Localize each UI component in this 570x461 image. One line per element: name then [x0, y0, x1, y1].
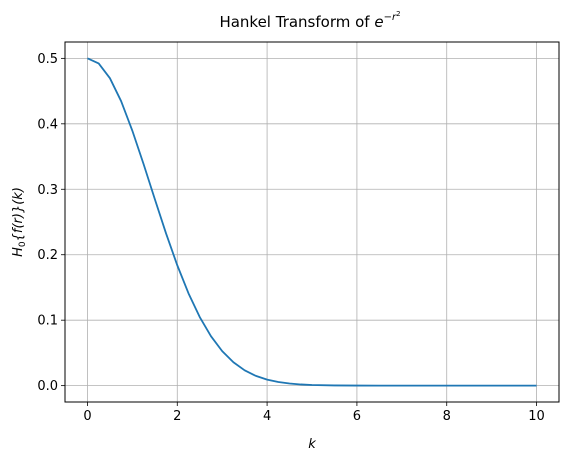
series-line: [87, 57, 537, 387]
x-tick-label: 0: [83, 409, 91, 424]
y-tick-label: 0.0: [37, 379, 58, 394]
y-tick-label: 0.4: [37, 117, 58, 132]
y-axis-label-rest: {f(r)}(k): [11, 187, 26, 241]
y-tick-label: 0.1: [37, 314, 58, 329]
chart-title-math-exponent-power: 2: [396, 10, 400, 18]
y-axis-label-main: H: [11, 247, 26, 257]
x-tick-label: 8: [443, 409, 451, 424]
y-axis-ticks: 0.0 0.1 0.2 0.3 0.4 0.5: [37, 52, 65, 394]
y-axis-label-sub: 0: [18, 241, 28, 247]
x-axis-ticks: 0 2 4 6 8 10: [83, 402, 545, 424]
y-tick-label: 0.3: [37, 183, 58, 198]
chart-title-math-base: e: [374, 13, 383, 31]
x-tick-label: 2: [173, 409, 181, 424]
x-tick-label: 4: [263, 409, 271, 424]
y-axis-label: H0{f(r)}(k): [11, 187, 28, 257]
grid: [65, 42, 559, 402]
chart-title-text: Hankel Transform of: [219, 13, 374, 31]
x-tick-label: 10: [528, 409, 545, 424]
y-tick-label: 0.5: [37, 52, 58, 67]
y-tick-label: 0.2: [37, 248, 58, 263]
plot-frame: [64, 41, 560, 403]
series-layer: [87, 57, 537, 387]
x-tick-label: 6: [353, 409, 361, 424]
chart-title-math-exponent: −r: [384, 12, 397, 23]
x-axis-label: k: [308, 437, 316, 452]
chart-title: Hankel Transform of e−r2: [219, 10, 400, 31]
